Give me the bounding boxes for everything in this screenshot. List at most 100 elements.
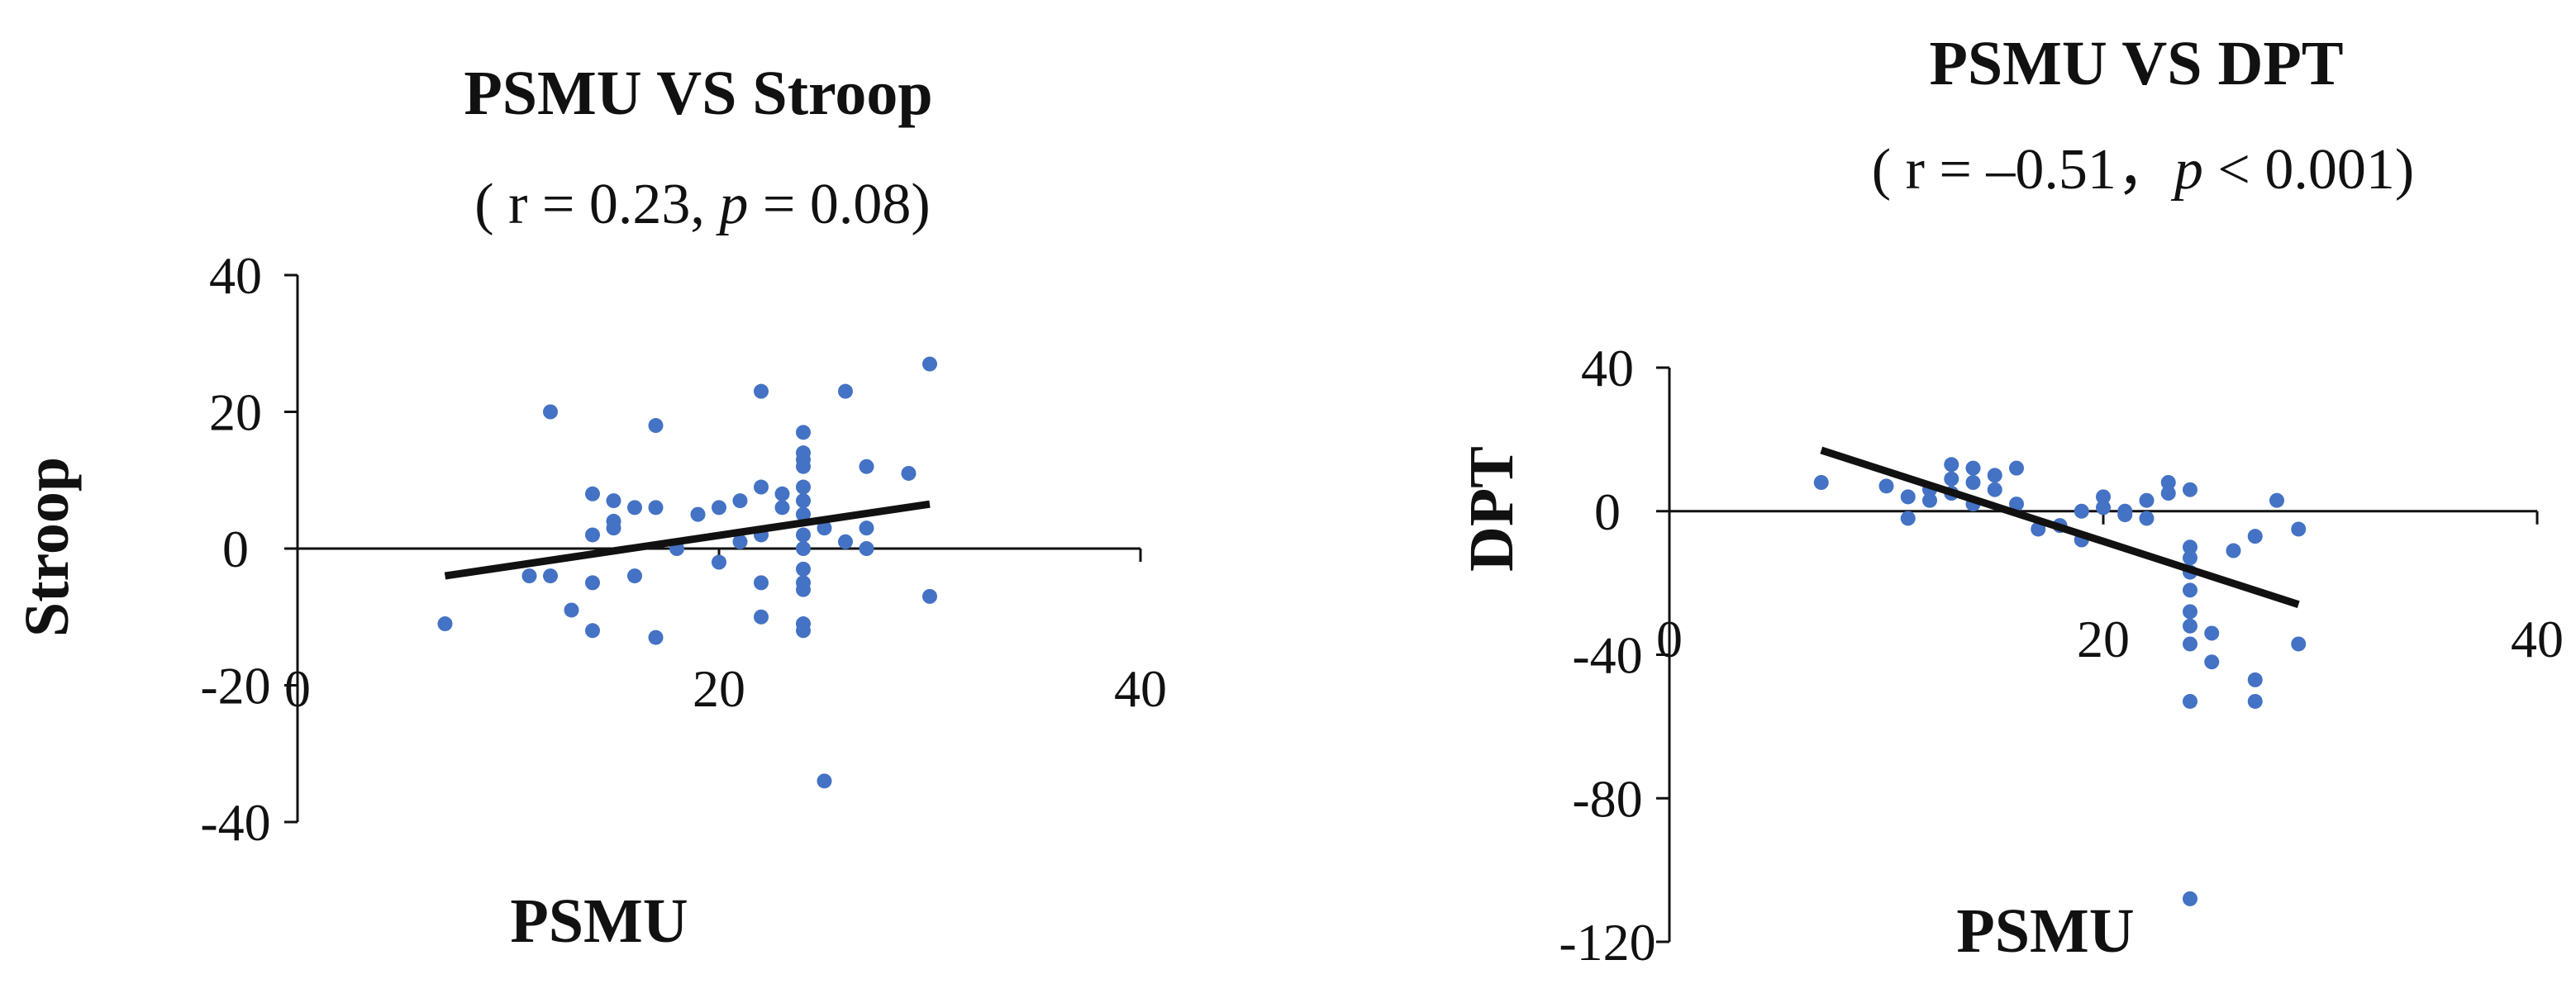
data-point [2183,891,2197,906]
data-point [521,568,537,584]
trend-line [444,500,931,580]
data-point [585,575,600,591]
data-point [2160,475,2176,490]
data-point [712,500,726,516]
data-point [2247,529,2263,544]
data-point [627,568,642,584]
data-point [585,527,600,543]
chart-psmu-vs-dpt: PSMU VS DPT ( r = –0.51，p < 0.001) DPT P… [1457,29,2564,972]
x-axis-label: PSMU [1956,896,2134,966]
data-point [2183,539,2197,555]
subtitle-prefix: ( r = –0.51， [1872,138,2174,202]
data-point [585,623,600,639]
data-point [922,356,937,372]
x-tick-label: 20 [2077,610,2130,668]
data-point [2247,672,2263,687]
data-point [817,773,832,789]
chart-subtitle: ( r = 0.23, p = 0.08) [474,173,930,236]
data-point [2139,511,2155,526]
trend-line [1820,446,2300,608]
x-axis-label: PSMU [510,886,688,956]
data-point [543,404,558,420]
subtitle-suffix: < 0.001) [2203,138,2414,202]
data-point [2247,693,2263,709]
data-point [1813,475,1829,490]
data-point [1900,511,1916,526]
data-point [859,520,874,536]
data-point [606,520,621,536]
data-point [648,500,664,516]
subtitle-suffix: = 0.08) [748,173,930,236]
chart-title: PSMU VS Stroop [464,59,932,128]
data-point [1922,492,1937,508]
data-point [2183,582,2197,598]
data-point [754,609,769,625]
data-point [922,588,937,604]
data-point [2096,500,2111,516]
y-tick-label: -40 [1572,626,1642,685]
data-point [732,493,748,509]
data-point [796,479,811,495]
data-point [732,534,748,549]
data-point [2074,503,2089,519]
data-point [754,383,769,399]
y-axis-label: Stroop [12,457,82,637]
data-point [1944,471,1959,487]
y-tick-label: 0 [1594,482,1621,541]
data-point [2183,636,2197,652]
data-point [2183,482,2197,497]
y-tick-label: 40 [1581,339,1634,397]
data-point [2183,693,2197,709]
y-tick-label: 40 [209,246,262,305]
data-point [2009,497,2024,512]
x-tick-label: 0 [284,659,311,718]
data-point [2009,460,2024,476]
data-point [796,493,811,509]
data-point [2183,604,2197,620]
data-point [543,568,558,584]
data-point [627,500,642,516]
data-point [859,459,874,474]
y-tick-label: -20 [200,657,270,715]
data-point [2291,636,2307,652]
y-tick-label: 0 [222,520,249,578]
data-point [2204,625,2220,641]
data-point [774,486,790,501]
data-point [1965,475,1981,490]
subtitle-prefix: ( r = 0.23, [474,173,719,236]
data-point [2160,486,2176,501]
x-tick-label: 20 [693,659,745,718]
data-point [838,534,853,549]
chart-subtitle: ( r = –0.51，p < 0.001) [1872,138,2414,202]
data-point [796,527,811,543]
data-point [796,582,811,597]
data-point [712,554,726,570]
data-point [648,630,664,645]
data-point [2226,543,2241,558]
data-point [606,493,621,509]
data-point [1878,478,1894,494]
y-tick-label: -120 [1559,913,1655,972]
y-axis-label: DPT [1457,446,1526,572]
data-point [754,479,769,495]
data-point [796,561,811,577]
data-point [817,520,832,536]
data-point [796,459,811,474]
y-tick-label: 20 [209,383,262,442]
data-point [690,506,706,522]
data-point [2269,492,2284,508]
data-point [2291,521,2307,537]
data-point [585,486,600,501]
data-point [564,602,579,618]
data-point [838,383,853,399]
data-point [1944,457,1959,473]
chart-title: PSMU VS DPT [1929,29,2343,98]
data-point [859,541,874,556]
data-point [901,465,917,481]
y-tick-label: -80 [1572,769,1642,828]
subtitle-p: p [715,173,748,236]
data-point [2183,550,2197,566]
y-tick-label: -40 [200,793,270,852]
data-point [1987,468,2002,483]
